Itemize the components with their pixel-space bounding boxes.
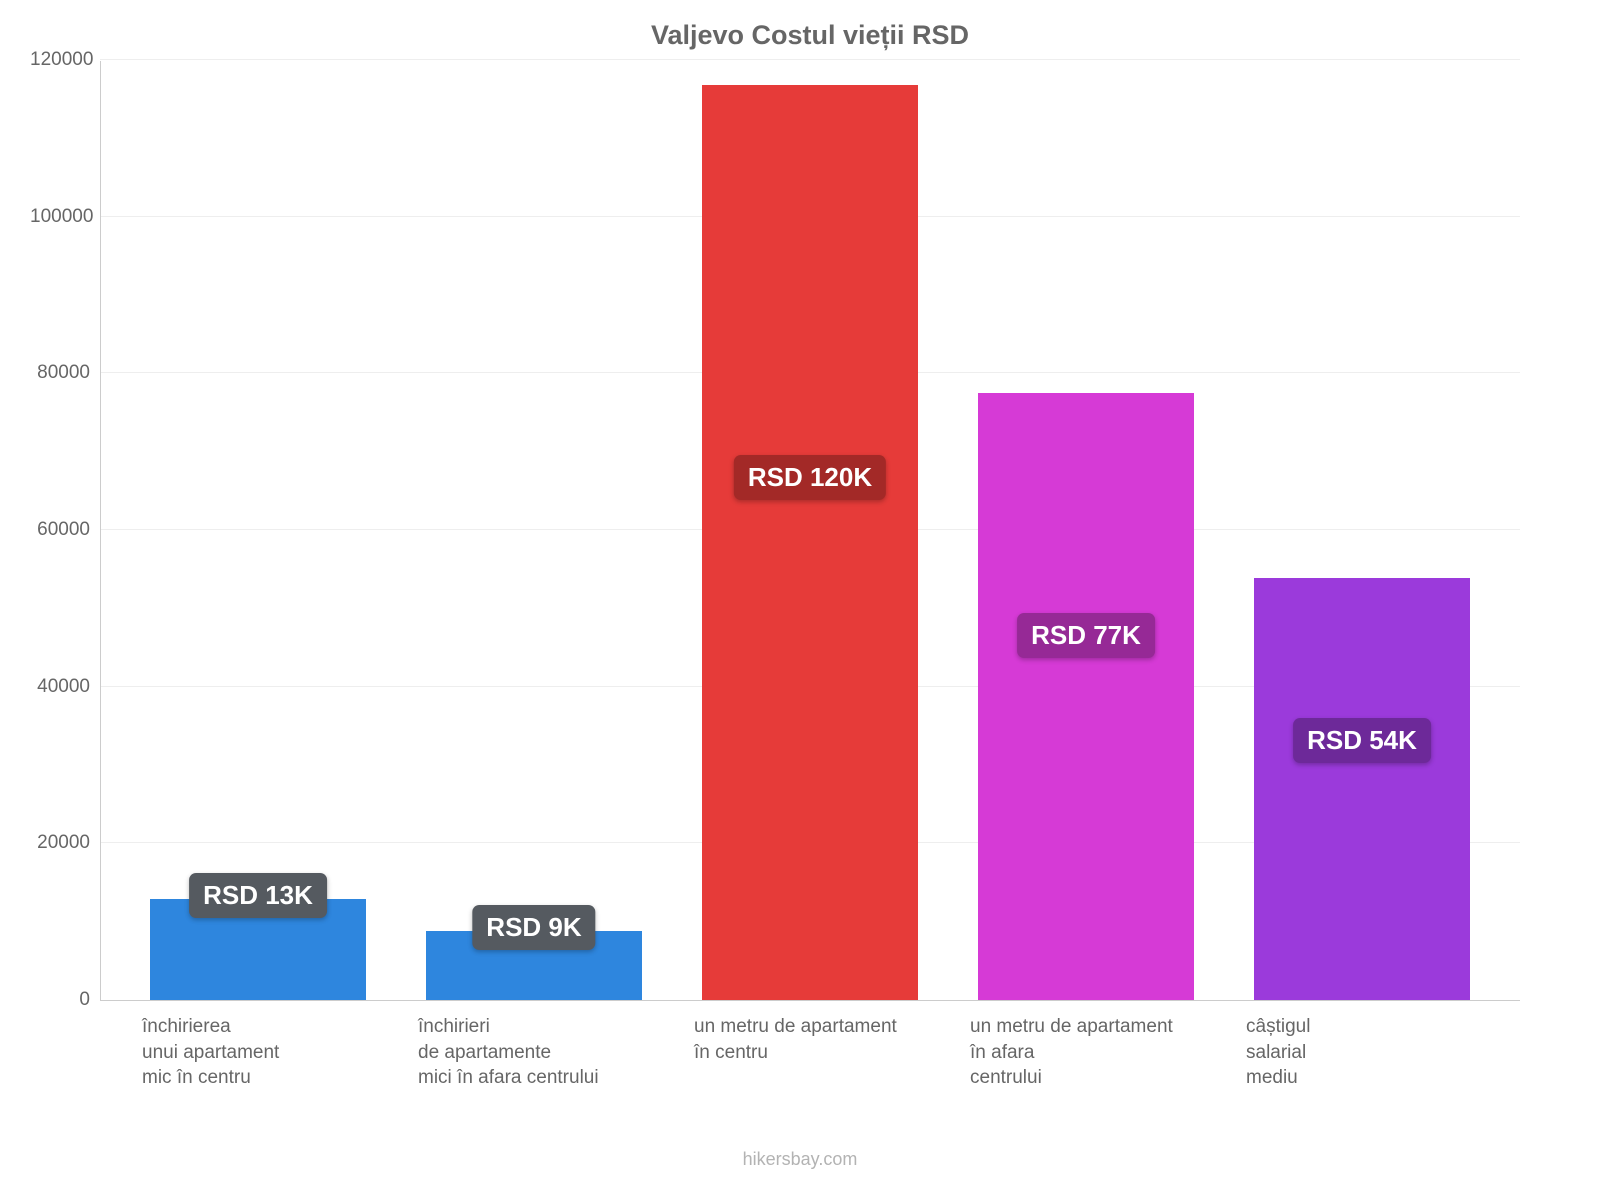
y-tick: 20000 [30,832,90,854]
y-axis-line [100,61,101,1000]
y-tick: 80000 [30,362,90,384]
bar: RSD 77K [978,393,1193,1000]
bar: RSD 13K [150,899,365,1000]
x-label: un metru de apartamentîn afaracentrului [948,1014,1224,1091]
x-label: închiriereaunui apartamentmic în centru [120,1014,396,1091]
y-tick: 120000 [30,49,90,71]
chart-container: Valjevo Costul vieții RSD 02000040000600… [100,20,1520,1100]
bar-wrap: RSD 120K [672,61,948,1000]
plot-area: 020000400006000080000100000120000 RSD 13… [100,61,1520,1001]
y-tick: 60000 [30,519,90,541]
bar-wrap: RSD 9K [396,61,672,1000]
y-tick: 100000 [30,206,90,228]
bar: RSD 9K [426,931,641,1000]
chart-title: Valjevo Costul vieții RSD [100,20,1520,51]
x-labels-group: închiriereaunui apartamentmic în centruî… [120,1014,1500,1091]
attribution: hikersbay.com [0,1149,1600,1170]
bar-wrap: RSD 77K [948,61,1224,1000]
bar-value-label: RSD 9K [472,905,595,950]
y-tick: 0 [30,989,90,1011]
x-label: un metru de apartamentîn centru [672,1014,948,1091]
y-tick: 40000 [30,676,90,698]
bar-value-label: RSD 120K [734,455,886,500]
bar-value-label: RSD 54K [1293,718,1431,763]
x-label: câștigulsalarialmediu [1224,1014,1500,1091]
bar-wrap: RSD 54K [1224,61,1500,1000]
bar-value-label: RSD 13K [189,873,327,918]
bar-value-label: RSD 77K [1017,613,1155,658]
bar-wrap: RSD 13K [120,61,396,1000]
y-axis: 020000400006000080000100000120000 [30,61,90,1000]
bar: RSD 54K [1254,578,1469,1000]
bars-group: RSD 13K RSD 9K RSD 120K RSD 77K RSD 54K [120,61,1500,1000]
gridline [100,59,1520,60]
x-label: închirieride apartamentemici în afara ce… [396,1014,672,1091]
bar: RSD 120K [702,85,917,1000]
